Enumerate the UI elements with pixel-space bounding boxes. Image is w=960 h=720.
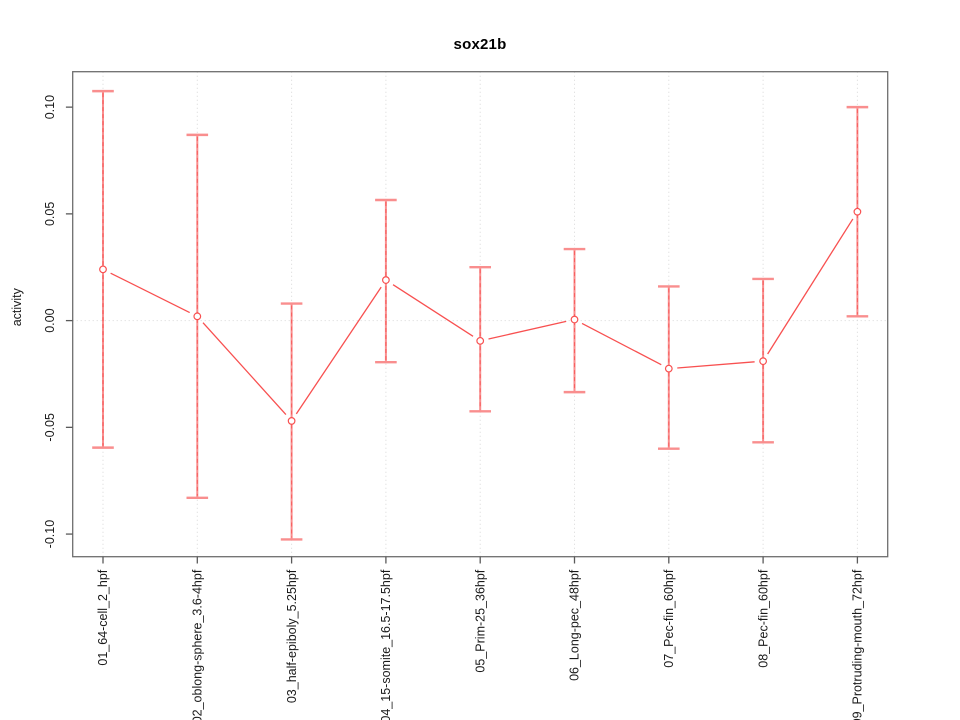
data-point-marker <box>570 315 579 324</box>
y-tick-label: 0.10 <box>43 95 57 119</box>
data-point-marker <box>853 207 862 216</box>
y-tick-label: 0.00 <box>43 308 57 332</box>
data-point-marker <box>382 276 390 284</box>
series-line-segment <box>581 322 662 366</box>
x-tick-label: 03_half-epiboly_5.25hpf <box>285 569 299 703</box>
series-line-segment <box>488 320 567 340</box>
x-tick-label: 01_64-cell_2_hpf <box>96 569 110 665</box>
chart-title: sox21b <box>453 36 507 53</box>
data-point-marker <box>664 364 673 373</box>
data-point-marker <box>193 312 202 321</box>
y-axis-label: activity <box>10 287 24 326</box>
x-tick-label: 06_Long-pec_48hpf <box>568 569 582 681</box>
series-line-segment <box>110 272 190 314</box>
y-tick-label: 0.05 <box>43 202 57 226</box>
series-line-segment <box>392 284 474 337</box>
data-point-marker <box>759 357 767 366</box>
x-tick-label: 02_oblong-sphere_3.6-4hpf <box>191 569 205 720</box>
data-point-marker <box>99 265 107 274</box>
series-line-segment <box>295 286 382 415</box>
series-line-segment <box>677 361 755 369</box>
y-tick-label: -0.10 <box>43 520 57 549</box>
series-line-segment <box>767 218 854 355</box>
x-tick-label: 05_Prim-25_36hpf <box>473 569 487 672</box>
y-tick-label: -0.05 <box>43 413 57 442</box>
x-tick-label: 07_Pec-fin_60hpf <box>662 569 676 668</box>
data-point-marker <box>287 417 296 425</box>
data-point-marker <box>476 336 485 345</box>
series-line-segment <box>202 322 287 416</box>
x-tick-label: 08_Pec-fin_60hpf <box>756 569 770 668</box>
x-tick-label: 09_Protruding-mouth_72hpf <box>851 569 865 720</box>
x-tick-label: 04_15-somite_16.5-17.5hpf <box>379 569 393 720</box>
